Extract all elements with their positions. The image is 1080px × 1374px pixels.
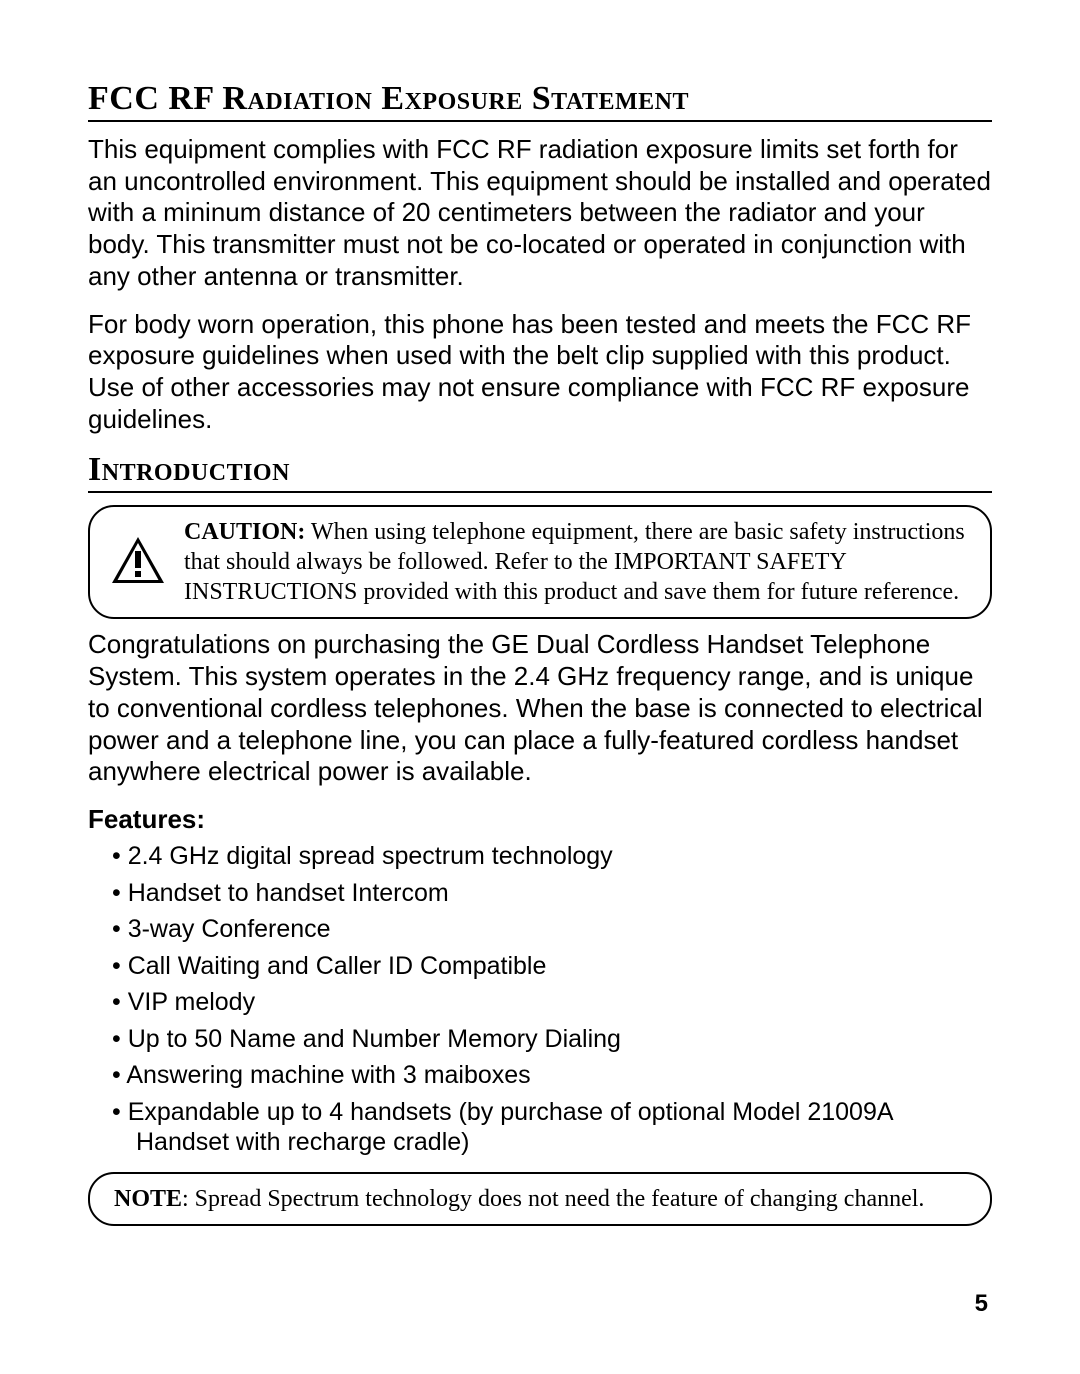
note-lead: NOTE — [114, 1186, 182, 1212]
fcc-paragraph-1: This equipment complies with FCC RF radi… — [88, 134, 992, 293]
list-item: 2.4 GHz digital spread spectrum technolo… — [88, 841, 992, 872]
list-item: VIP melody — [88, 987, 992, 1018]
list-item: Expandable up to 4 handsets (by purchase… — [88, 1097, 992, 1158]
introduction-heading: Introduction — [88, 451, 992, 493]
fcc-heading: FCC RF Radiation Exposure Statement — [88, 80, 992, 122]
list-item: Up to 50 Name and Number Memory Dialing — [88, 1024, 992, 1055]
page-number: 5 — [975, 1290, 988, 1318]
note-callout: NOTE: Spread Spectrum technology does no… — [88, 1172, 992, 1226]
caution-callout: CAUTION: When using telephone equipment,… — [88, 505, 992, 619]
features-list: 2.4 GHz digital spread spectrum technolo… — [88, 841, 992, 1158]
manual-page: FCC RF Radiation Exposure Statement This… — [0, 0, 1080, 1374]
intro-paragraph: Congratulations on purchasing the GE Dua… — [88, 629, 992, 788]
note-body: : Spread Spectrum technology does not ne… — [182, 1186, 924, 1212]
caution-lead: CAUTION: — [184, 519, 305, 545]
caution-text: CAUTION: When using telephone equipment,… — [184, 517, 970, 607]
list-item: Handset to handset Intercom — [88, 878, 992, 909]
note-text: NOTE: Spread Spectrum technology does no… — [114, 1184, 966, 1214]
fcc-paragraph-2: For body worn operation, this phone has … — [88, 309, 992, 436]
list-item: Answering machine with 3 maiboxes — [88, 1060, 992, 1091]
list-item: Call Waiting and Caller ID Compatible — [88, 951, 992, 982]
features-label: Features: — [88, 804, 992, 835]
list-item: 3-way Conference — [88, 914, 992, 945]
warning-triangle-icon — [110, 535, 166, 590]
